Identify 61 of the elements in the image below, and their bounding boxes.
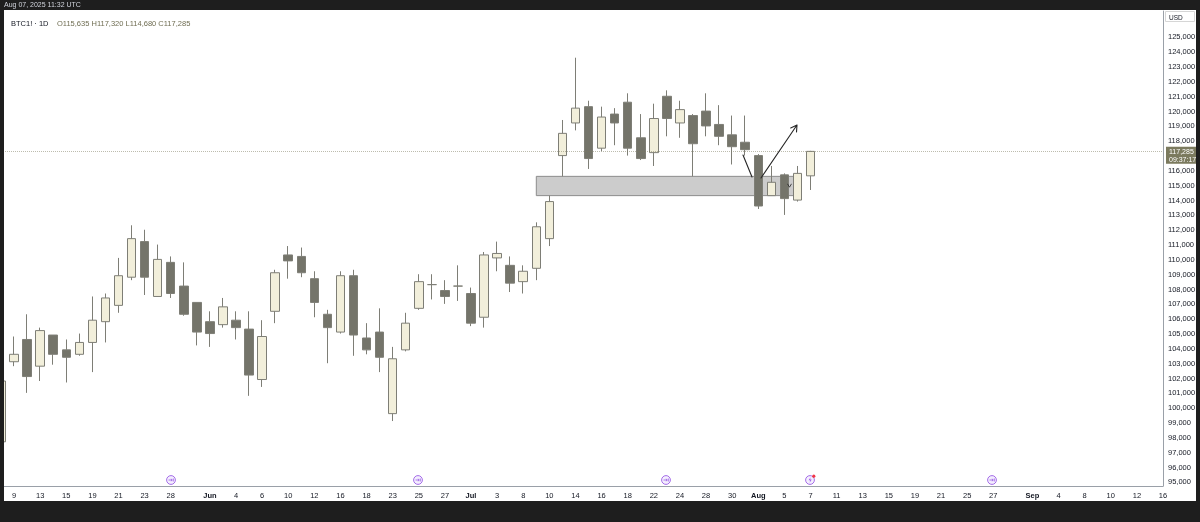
candlestick [754,153,763,210]
candlestick [492,241,502,272]
candlestick [62,338,71,383]
candlestick [297,247,306,278]
candlestick [22,313,32,394]
candlestick [192,301,202,346]
candlestick [675,100,685,139]
candlestick [205,310,215,348]
candlestick [662,89,672,137]
candlestick [453,264,463,302]
candlestick [244,310,254,397]
candlestick [532,221,541,281]
candlestick [558,119,567,177]
candlestick [349,269,358,357]
candlestick [518,264,528,295]
candlestick [636,113,646,161]
candlestick [610,107,619,146]
candlestick [270,269,280,324]
candlestick [466,287,476,327]
candlestick [701,92,711,137]
candlestick [479,251,489,329]
candlestick [166,255,175,299]
candlestick [623,92,632,157]
candlestick [140,229,149,296]
candlestick [9,336,19,367]
candlestick [218,297,228,329]
candlestick [310,270,319,318]
candlestick [101,293,110,343]
candlestick [584,100,593,170]
candlestick [114,257,123,314]
candlestick [401,312,410,352]
candlestick [545,195,554,247]
candlestick [362,322,371,355]
candlestick [375,307,384,373]
candlestick [127,224,136,281]
candlestick [414,273,424,311]
candlestick [714,104,724,146]
candlestick [336,270,345,335]
candlestick [153,244,162,297]
candlestick [767,165,776,197]
candlestick [179,261,189,317]
candlestick [740,115,750,157]
candlestick [688,113,698,177]
candlestick [35,327,45,382]
candlestick [388,346,397,422]
candlestick [323,309,332,364]
candlestick [505,255,515,293]
candlestick [727,115,737,165]
candlestick [793,165,802,203]
candlestick [231,310,241,340]
candlestick [427,273,437,300]
candlestick [440,279,450,305]
candlestick [257,319,267,388]
candlestick [806,150,815,191]
candlestick [649,103,659,167]
candlestick [597,106,606,152]
candlestick [75,333,84,357]
candlestick [283,245,293,280]
candlestick [48,334,58,366]
candlestick [88,295,97,373]
candlestick [571,57,580,131]
